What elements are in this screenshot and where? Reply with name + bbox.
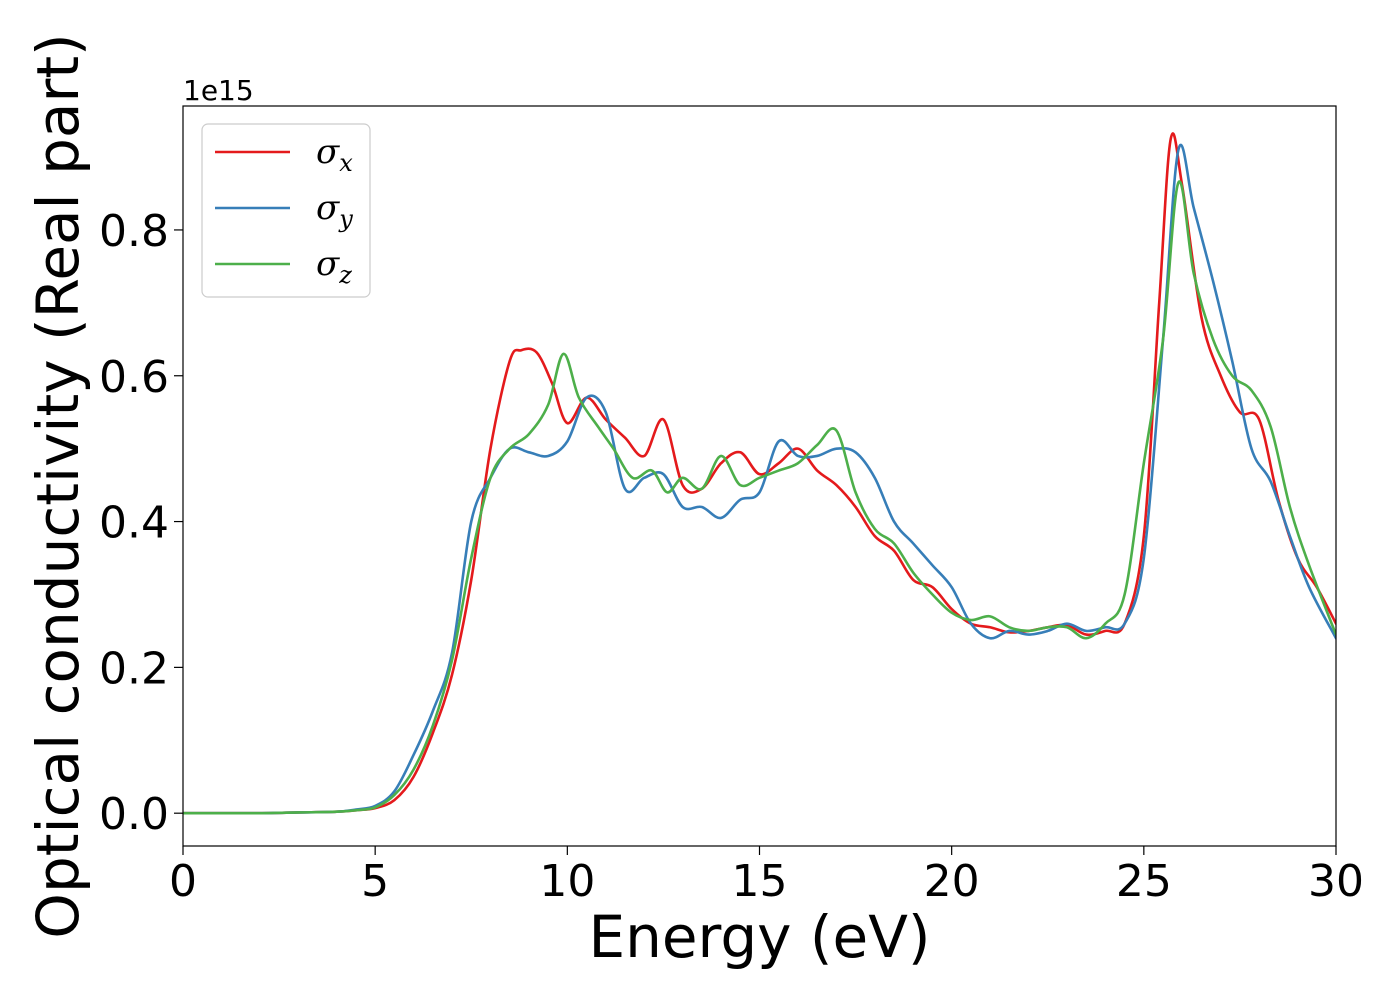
x-tick-label: 5 [361,856,389,907]
legend-label-sigma-z: σz [316,244,352,289]
legend: σx σy σz [201,123,371,298]
x-tick-label: 30 [1308,856,1364,907]
y-offset-label: 1e15 [183,74,254,107]
legend-box [201,123,371,298]
y-tick-label: 0.8 [99,206,169,257]
y-tick-label: 0.0 [99,789,169,840]
x-tick-label: 25 [1116,856,1172,907]
y-tick-label: 0.4 [99,498,169,549]
legend-label-sigma-y: σy [316,188,353,233]
series-line-sigma-x [183,132,1336,815]
x-tick-label: 15 [732,856,788,907]
series-layer [183,132,1336,815]
x-axis: 0 5 10 15 20 25 30 [169,846,1364,907]
x-axis-label: Energy (eV) [588,903,930,971]
y-tick-label: 0.2 [99,643,169,694]
y-tick-label: 0.6 [99,352,169,403]
y-axis-label: Optical conductivity (Real part) [24,33,92,938]
series-line-sigma-z [183,180,1336,815]
y-axis: 0.0 0.2 0.4 0.6 0.8 [99,206,183,840]
x-tick-label: 20 [924,856,980,907]
legend-label-sigma-x: σx [316,132,353,177]
x-tick-label: 10 [539,856,595,907]
x-tick-label: 0 [169,856,197,907]
